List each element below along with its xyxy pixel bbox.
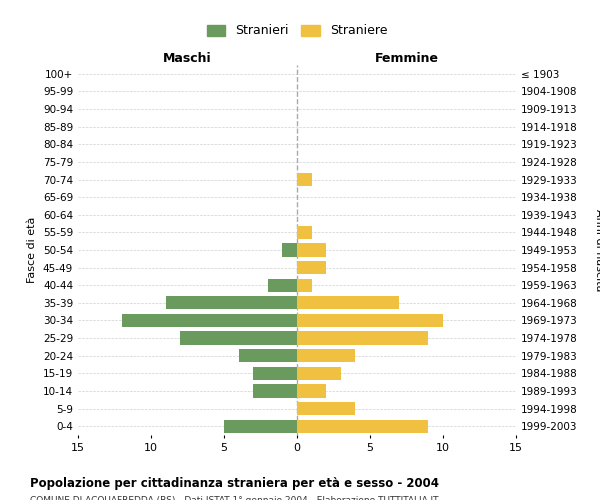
Bar [297,244,326,256]
Bar [297,314,443,327]
Bar [122,314,297,327]
Text: Popolazione per cittadinanza straniera per età e sesso - 2004: Popolazione per cittadinanza straniera p… [30,478,439,490]
Y-axis label: Fasce di età: Fasce di età [28,217,37,283]
Bar [180,332,297,344]
Bar [297,173,311,186]
Bar [224,420,297,433]
Text: Femmine: Femmine [374,52,439,65]
Bar [283,244,297,256]
Bar [268,278,297,292]
Bar [253,366,297,380]
Bar [297,261,326,274]
Text: COMUNE DI ACQUAFREDDA (BS) - Dati ISTAT 1° gennaio 2004 - Elaborazione TUTTITALI: COMUNE DI ACQUAFREDDA (BS) - Dati ISTAT … [30,496,439,500]
Text: Maschi: Maschi [163,52,212,65]
Bar [253,384,297,398]
Bar [297,278,311,292]
Bar [297,402,355,415]
Bar [297,349,355,362]
Bar [297,226,311,239]
Bar [239,349,297,362]
Y-axis label: Anni di nascita: Anni di nascita [594,209,600,291]
Legend: Stranieri, Straniere: Stranieri, Straniere [202,20,392,42]
Bar [166,296,297,310]
Bar [297,296,399,310]
Bar [297,366,341,380]
Bar [297,384,326,398]
Bar [297,420,428,433]
Bar [297,332,428,344]
